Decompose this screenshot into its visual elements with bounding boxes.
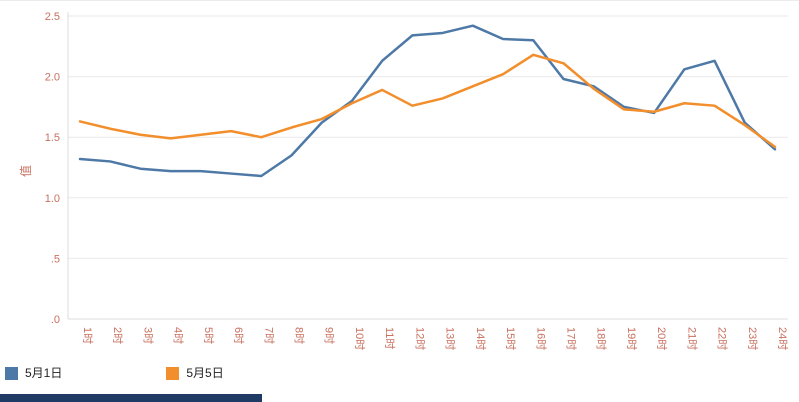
x-tick-label: 10时 xyxy=(353,327,366,350)
legend: 5月1日 5月5日 xyxy=(5,367,224,380)
x-tick-label: 16时 xyxy=(534,327,547,350)
y-tick-label: 1.5 xyxy=(45,132,60,144)
x-tick-label: 6时 xyxy=(232,327,245,344)
x-tick-label: 11时 xyxy=(383,327,396,349)
x-tick-label: 24时 xyxy=(776,327,789,350)
legend-label-may-1: 5月1日 xyxy=(25,366,63,380)
x-tick-label: 9时 xyxy=(323,327,336,344)
x-tick-label: 22时 xyxy=(716,327,729,350)
x-tick-label: 2时 xyxy=(111,327,124,344)
x-tick-label: 23时 xyxy=(746,327,759,350)
x-tick-label: 8时 xyxy=(293,327,306,344)
x-tick-label: 12时 xyxy=(413,327,426,350)
y-axis-title: 值 xyxy=(18,165,33,177)
line-chart: .0 .5 1.0 1.5 2.0 2.5 1时 2时 3时 4时 5时 6时 7时 8时 9时 10时 11时… xyxy=(0,1,799,359)
chart-canvas: .0 .5 1.0 1.5 2.0 2.5 1时 2时 3时 4时 5时 6时 7时 8时 9时 10时 11时… xyxy=(18,11,789,350)
x-tick-label: 20时 xyxy=(655,327,668,350)
legend-label-may-5: 5月5日 xyxy=(186,366,224,380)
x-tick-label: 1时 xyxy=(81,327,94,344)
x-tick-label: 13时 xyxy=(444,327,457,350)
legend-item-may-1[interactable]: 5月1日 xyxy=(5,367,62,380)
x-tick-label: 7时 xyxy=(262,327,275,344)
legend-item-may-5[interactable]: 5月5日 xyxy=(166,366,224,380)
x-tick-label: 4时 xyxy=(172,327,185,344)
bottom-bar xyxy=(0,394,262,402)
y-tick-label: .5 xyxy=(51,253,60,265)
series-line-0[interactable] xyxy=(78,24,777,178)
y-tick-label: .0 xyxy=(51,314,60,326)
y-tick-label: 2.0 xyxy=(45,72,60,84)
legend-swatch-orange xyxy=(166,367,180,380)
y-tick-label: 2.5 xyxy=(45,11,60,23)
x-tick-label: 21时 xyxy=(685,327,698,350)
x-tick-label: 17时 xyxy=(564,327,577,350)
x-tick-label: 15时 xyxy=(504,327,517,350)
legend-swatch-blue xyxy=(5,367,18,380)
y-tick-label: 1.0 xyxy=(45,193,60,205)
series-line-1[interactable] xyxy=(78,53,777,149)
x-tick-label: 18时 xyxy=(595,327,608,350)
x-tick-label: 3时 xyxy=(141,327,154,344)
x-tick-label: 19时 xyxy=(625,327,638,350)
x-tick-label: 14时 xyxy=(474,327,487,350)
x-tick-label: 5时 xyxy=(202,327,215,344)
